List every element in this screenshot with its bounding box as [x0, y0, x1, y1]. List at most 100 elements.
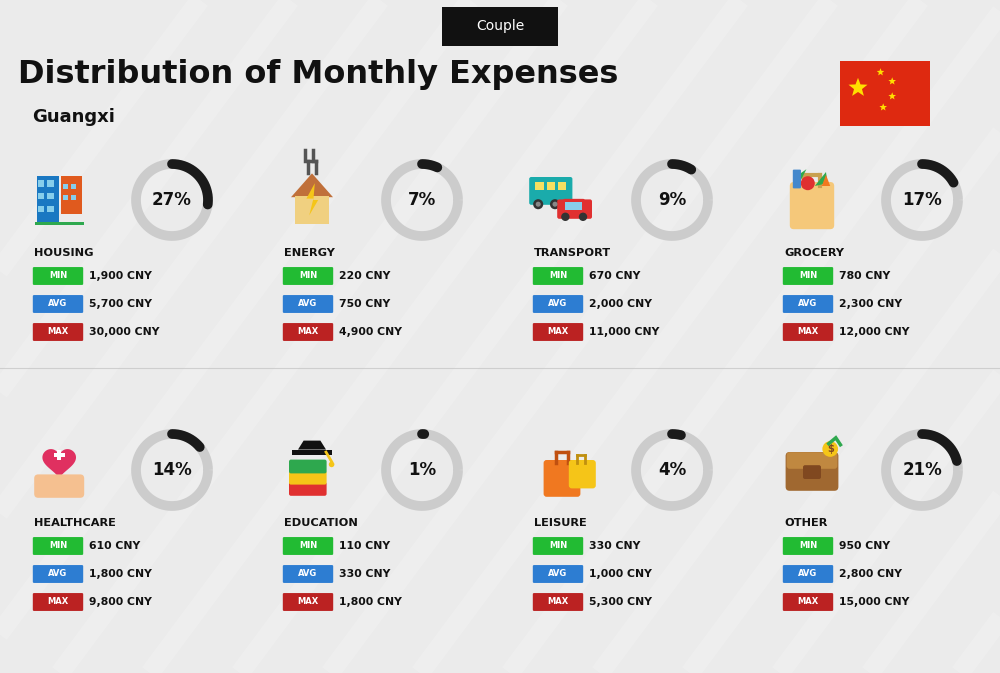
Text: MAX: MAX	[297, 328, 319, 336]
Text: 14%: 14%	[152, 461, 192, 479]
FancyBboxPatch shape	[533, 295, 583, 313]
Text: MAX: MAX	[47, 598, 69, 606]
FancyBboxPatch shape	[565, 202, 582, 210]
FancyBboxPatch shape	[787, 452, 837, 469]
FancyBboxPatch shape	[47, 205, 54, 212]
Text: 17%: 17%	[902, 191, 942, 209]
Circle shape	[536, 202, 541, 207]
FancyBboxPatch shape	[63, 184, 68, 189]
FancyBboxPatch shape	[59, 479, 69, 496]
Circle shape	[561, 213, 570, 221]
Polygon shape	[797, 169, 806, 186]
Text: MIN: MIN	[799, 542, 817, 551]
FancyBboxPatch shape	[289, 460, 327, 473]
Text: 220 CNY: 220 CNY	[339, 271, 390, 281]
Text: 7%: 7%	[408, 191, 436, 209]
FancyBboxPatch shape	[61, 176, 82, 214]
FancyBboxPatch shape	[283, 593, 333, 611]
FancyBboxPatch shape	[533, 537, 583, 555]
FancyBboxPatch shape	[793, 170, 801, 188]
Text: AVG: AVG	[298, 569, 318, 579]
Text: AVG: AVG	[48, 569, 68, 579]
FancyBboxPatch shape	[558, 182, 566, 190]
FancyBboxPatch shape	[33, 295, 83, 313]
Circle shape	[822, 441, 838, 457]
FancyBboxPatch shape	[38, 193, 44, 199]
Text: 2,800 CNY: 2,800 CNY	[839, 569, 902, 579]
Text: AVG: AVG	[798, 569, 818, 579]
Text: MAX: MAX	[547, 328, 569, 336]
FancyBboxPatch shape	[533, 565, 583, 583]
Text: ENERGY: ENERGY	[284, 248, 335, 258]
Text: MIN: MIN	[49, 271, 67, 281]
FancyBboxPatch shape	[49, 479, 59, 496]
FancyBboxPatch shape	[544, 460, 580, 497]
FancyBboxPatch shape	[283, 295, 333, 313]
Text: 1,800 CNY: 1,800 CNY	[339, 597, 402, 607]
Text: MIN: MIN	[549, 542, 567, 551]
Text: AVG: AVG	[548, 569, 568, 579]
Text: MIN: MIN	[299, 542, 317, 551]
FancyBboxPatch shape	[783, 593, 833, 611]
FancyBboxPatch shape	[283, 565, 333, 583]
Text: GROCERY: GROCERY	[784, 248, 844, 258]
Text: 110 CNY: 110 CNY	[339, 541, 390, 551]
Text: 2,000 CNY: 2,000 CNY	[589, 299, 652, 309]
Text: 5,700 CNY: 5,700 CNY	[89, 299, 152, 309]
Text: 610 CNY: 610 CNY	[89, 541, 140, 551]
Text: MAX: MAX	[297, 598, 319, 606]
Polygon shape	[291, 174, 333, 197]
Circle shape	[552, 202, 558, 207]
Polygon shape	[42, 449, 76, 479]
FancyBboxPatch shape	[569, 460, 596, 489]
Circle shape	[801, 176, 815, 190]
FancyBboxPatch shape	[547, 182, 555, 190]
Text: MIN: MIN	[49, 542, 67, 551]
FancyBboxPatch shape	[33, 565, 83, 583]
Text: MAX: MAX	[47, 328, 69, 336]
Text: 1,800 CNY: 1,800 CNY	[89, 569, 152, 579]
Text: AVG: AVG	[298, 299, 318, 308]
Text: 330 CNY: 330 CNY	[589, 541, 640, 551]
Text: 5,300 CNY: 5,300 CNY	[589, 597, 652, 607]
Text: 750 CNY: 750 CNY	[339, 299, 390, 309]
FancyBboxPatch shape	[57, 450, 61, 460]
FancyBboxPatch shape	[37, 176, 59, 224]
FancyBboxPatch shape	[33, 537, 83, 555]
FancyBboxPatch shape	[283, 323, 333, 341]
FancyBboxPatch shape	[63, 195, 68, 200]
Text: TRANSPORT: TRANSPORT	[534, 248, 611, 258]
Text: 1,900 CNY: 1,900 CNY	[89, 271, 152, 281]
FancyBboxPatch shape	[38, 180, 44, 186]
Text: MAX: MAX	[547, 598, 569, 606]
Text: AVG: AVG	[798, 299, 818, 308]
FancyBboxPatch shape	[283, 537, 333, 555]
FancyBboxPatch shape	[533, 323, 583, 341]
FancyBboxPatch shape	[535, 182, 544, 190]
Text: 780 CNY: 780 CNY	[839, 271, 890, 281]
FancyBboxPatch shape	[34, 474, 84, 498]
Text: Guangxi: Guangxi	[32, 108, 115, 126]
Text: 4,900 CNY: 4,900 CNY	[339, 327, 402, 337]
Text: 30,000 CNY: 30,000 CNY	[89, 327, 160, 337]
FancyBboxPatch shape	[33, 593, 83, 611]
FancyBboxPatch shape	[39, 479, 49, 496]
Text: MAX: MAX	[797, 598, 819, 606]
FancyBboxPatch shape	[557, 199, 592, 219]
FancyBboxPatch shape	[289, 482, 327, 496]
FancyBboxPatch shape	[533, 593, 583, 611]
Circle shape	[329, 462, 334, 467]
Circle shape	[533, 199, 543, 209]
Text: 4%: 4%	[658, 461, 686, 479]
Text: OTHER: OTHER	[784, 518, 827, 528]
FancyBboxPatch shape	[529, 177, 572, 205]
Text: MIN: MIN	[799, 271, 817, 281]
Text: 9,800 CNY: 9,800 CNY	[89, 597, 152, 607]
Text: MIN: MIN	[549, 271, 567, 281]
FancyBboxPatch shape	[54, 453, 65, 458]
FancyBboxPatch shape	[783, 323, 833, 341]
FancyBboxPatch shape	[790, 182, 834, 229]
FancyBboxPatch shape	[68, 482, 79, 496]
Text: $: $	[827, 444, 834, 454]
Text: EDUCATION: EDUCATION	[284, 518, 358, 528]
